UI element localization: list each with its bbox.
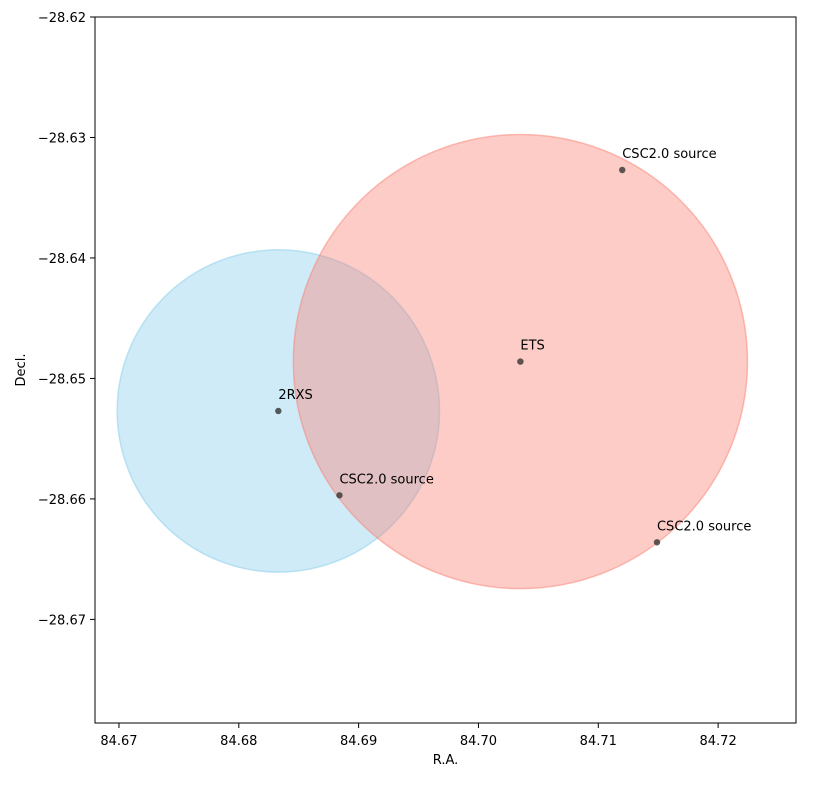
- point-label: CSC2.0 source: [657, 519, 751, 534]
- data-point: [517, 358, 524, 365]
- points-layer: [275, 166, 661, 546]
- y-tick-label: −28.63: [38, 131, 86, 146]
- point-label: ETS: [520, 339, 544, 354]
- x-tick-label: 84.72: [700, 734, 737, 749]
- x-tick-label: 84.71: [580, 734, 617, 749]
- y-axis: −28.62 −28.63 −28.64 −28.65 −28.66 −28.67: [38, 11, 95, 628]
- point-labels-layer: 2RXS ETS CSC2.0 source CSC2.0 source CSC2.0 …: [278, 147, 751, 534]
- point-label: CSC2.0 source: [622, 147, 716, 162]
- y-tick-label: −28.62: [38, 11, 86, 26]
- data-point: [275, 407, 282, 415]
- x-axis: 84.67 84.68 84.69 84.70 84.71 84.72: [100, 723, 737, 749]
- x-tick-label: 84.67: [100, 734, 137, 749]
- x-tick-label: 84.69: [340, 734, 377, 749]
- data-point: [336, 492, 343, 499]
- y-tick-label: −28.67: [38, 613, 86, 628]
- y-tick-label: −28.64: [38, 252, 86, 267]
- x-tick-label: 84.70: [460, 734, 497, 749]
- data-point: [653, 539, 661, 546]
- y-axis-label: Decl.: [14, 354, 29, 387]
- x-tick-label: 84.68: [220, 734, 257, 749]
- y-tick-label: −28.66: [38, 493, 86, 508]
- regions-layer: [116, 133, 749, 590]
- data-point: [619, 166, 626, 174]
- point-label: CSC2.0 source: [339, 472, 433, 487]
- x-axis-label: R.A.: [433, 753, 459, 768]
- plot-frame: [94, 16, 797, 724]
- y-tick-label: −28.65: [38, 372, 86, 387]
- point-label: 2RXS: [278, 388, 312, 403]
